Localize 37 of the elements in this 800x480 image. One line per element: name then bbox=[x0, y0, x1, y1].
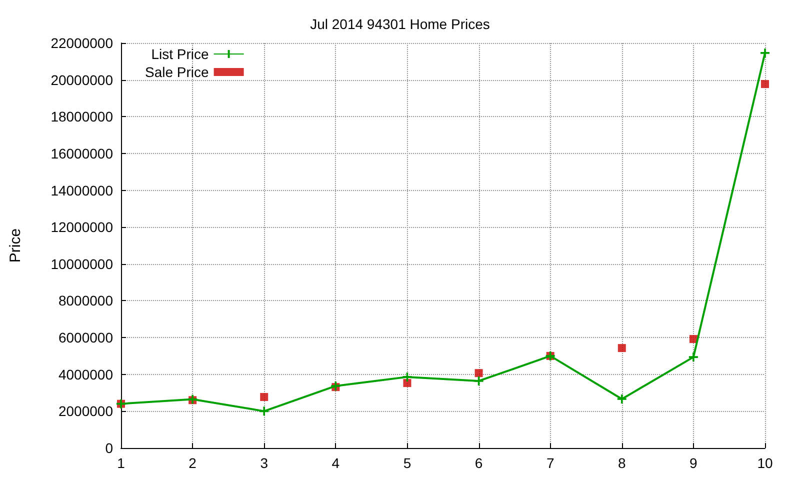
y-tick-label: 0 bbox=[105, 440, 114, 456]
x-tick-label: 6 bbox=[474, 455, 483, 471]
point bbox=[260, 393, 268, 402]
point bbox=[760, 48, 770, 58]
point bbox=[474, 376, 484, 386]
x-tick-label: 7 bbox=[546, 455, 554, 471]
point bbox=[618, 344, 626, 352]
x-tick-label: 3 bbox=[260, 455, 268, 471]
y-tick-label: 4000000 bbox=[58, 366, 114, 382]
point bbox=[617, 394, 626, 404]
point bbox=[403, 379, 412, 388]
x-tick-label: 9 bbox=[690, 455, 698, 471]
y-tick-label: 18000000 bbox=[50, 108, 114, 125]
x-tick-label: 8 bbox=[618, 455, 626, 471]
x-tick-label: 5 bbox=[403, 455, 412, 471]
x-tick-label: 10 bbox=[757, 455, 773, 471]
y-tick-label: 8000000 bbox=[58, 292, 114, 309]
x-tick-label: 4 bbox=[332, 455, 340, 471]
x-tick-label: 2 bbox=[188, 455, 197, 471]
y-tick-label: 22000000 bbox=[50, 35, 114, 51]
point bbox=[402, 372, 412, 382]
point bbox=[688, 352, 698, 362]
y-tick-label: 2000000 bbox=[58, 403, 114, 420]
y-tick-label: 12000000 bbox=[50, 219, 114, 236]
chart-title: Jul 2014 94301 Home Prices bbox=[310, 16, 490, 32]
x-tick-label: 1 bbox=[117, 455, 126, 471]
y-tick-label: 16000000 bbox=[50, 145, 114, 162]
y-tick-label: 20000000 bbox=[50, 72, 114, 88]
y-tick-label: 6000000 bbox=[58, 330, 114, 346]
y-tick-label: 10000000 bbox=[50, 256, 114, 272]
point bbox=[761, 80, 769, 88]
point bbox=[260, 406, 269, 416]
y-tick-label: 14000000 bbox=[50, 182, 114, 198]
legend-label: List Price bbox=[151, 46, 210, 62]
y-axis-title: Price bbox=[7, 228, 24, 263]
legend-label: Sale Price bbox=[144, 64, 210, 80]
point bbox=[474, 369, 483, 378]
